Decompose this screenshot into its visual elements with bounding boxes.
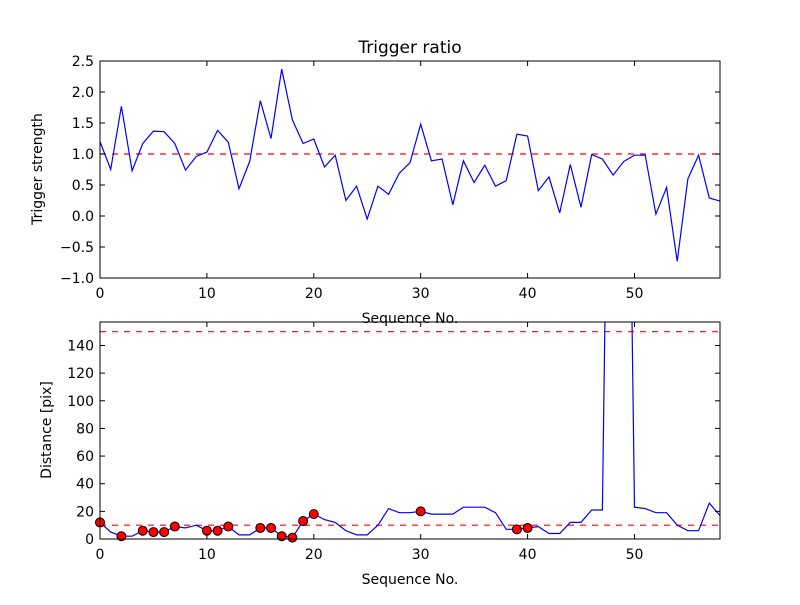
data-point-marker — [298, 516, 309, 527]
data-point-marker — [511, 524, 522, 535]
x-tick-label: 40 — [519, 286, 537, 302]
data-point-marker — [148, 527, 159, 538]
y-axis-label: Trigger strength — [30, 113, 46, 226]
x-tick-label: 30 — [412, 547, 430, 563]
y-tick-label: 40 — [76, 477, 94, 493]
x-tick-label: 50 — [626, 547, 644, 563]
x-tick-label: 10 — [198, 547, 216, 563]
y-tick-label: 0 — [85, 532, 94, 548]
chart-title: Trigger ratio — [357, 38, 461, 58]
data-point-marker — [201, 525, 212, 536]
x-tick-label: 20 — [305, 286, 323, 302]
y-axis-label: Distance [pix] — [39, 381, 55, 479]
x-tick-label: 10 — [198, 286, 216, 302]
data-point-marker — [116, 531, 127, 542]
data-point-marker — [137, 525, 148, 536]
data-point-marker — [212, 525, 223, 536]
data-point-marker — [169, 521, 180, 532]
distance-chart: Sequence No. Distance [pix] 0 10 20 30 40 50 0… — [39, 321, 721, 588]
data-point-marker — [308, 509, 319, 520]
y-tick-label: 120 — [67, 366, 94, 382]
axes-frame — [99, 60, 721, 279]
data-point-marker — [266, 522, 277, 533]
x-axis-label: Sequence No. — [362, 572, 459, 588]
y-tick-label: 0.0 — [72, 209, 94, 225]
plot-area — [100, 68, 720, 262]
y-tick-label: 60 — [76, 449, 94, 465]
x-tick-label: 30 — [412, 286, 430, 302]
trigger-ratio-chart: Trigger ratio Sequence No. Trigger stren… — [30, 38, 721, 327]
x-tick-label: 40 — [519, 547, 537, 563]
data-point-marker — [287, 532, 298, 543]
y-tick-label: 2.5 — [72, 54, 94, 70]
data-point-marker — [522, 522, 533, 533]
data-point-marker — [255, 522, 266, 533]
y-tick-label: 2.0 — [72, 85, 94, 101]
y-tick-label: 100 — [67, 394, 94, 410]
data-point-marker — [159, 527, 170, 538]
x-tick-label: 20 — [305, 547, 323, 563]
y-tick-label: 140 — [67, 338, 94, 354]
y-tick-label: −0.5 — [60, 240, 94, 256]
x-tick-label: 0 — [96, 547, 105, 563]
y-tick-label: 20 — [76, 504, 94, 520]
y-tick-label: −1.0 — [60, 271, 94, 287]
x-tick-label: 50 — [626, 286, 644, 302]
x-axis-label: Sequence No. — [362, 311, 459, 327]
y-tick-label: 1.0 — [72, 147, 94, 163]
x-tick-label: 0 — [96, 286, 105, 302]
data-point-marker — [415, 506, 426, 517]
series-line — [100, 68, 720, 262]
y-tick-label: 80 — [76, 421, 94, 437]
data-point-marker — [223, 521, 234, 532]
y-tick-label: 1.5 — [72, 116, 94, 132]
data-point-marker — [276, 531, 287, 542]
axes-frame — [99, 321, 721, 540]
y-tick-label: 0.5 — [72, 178, 94, 194]
